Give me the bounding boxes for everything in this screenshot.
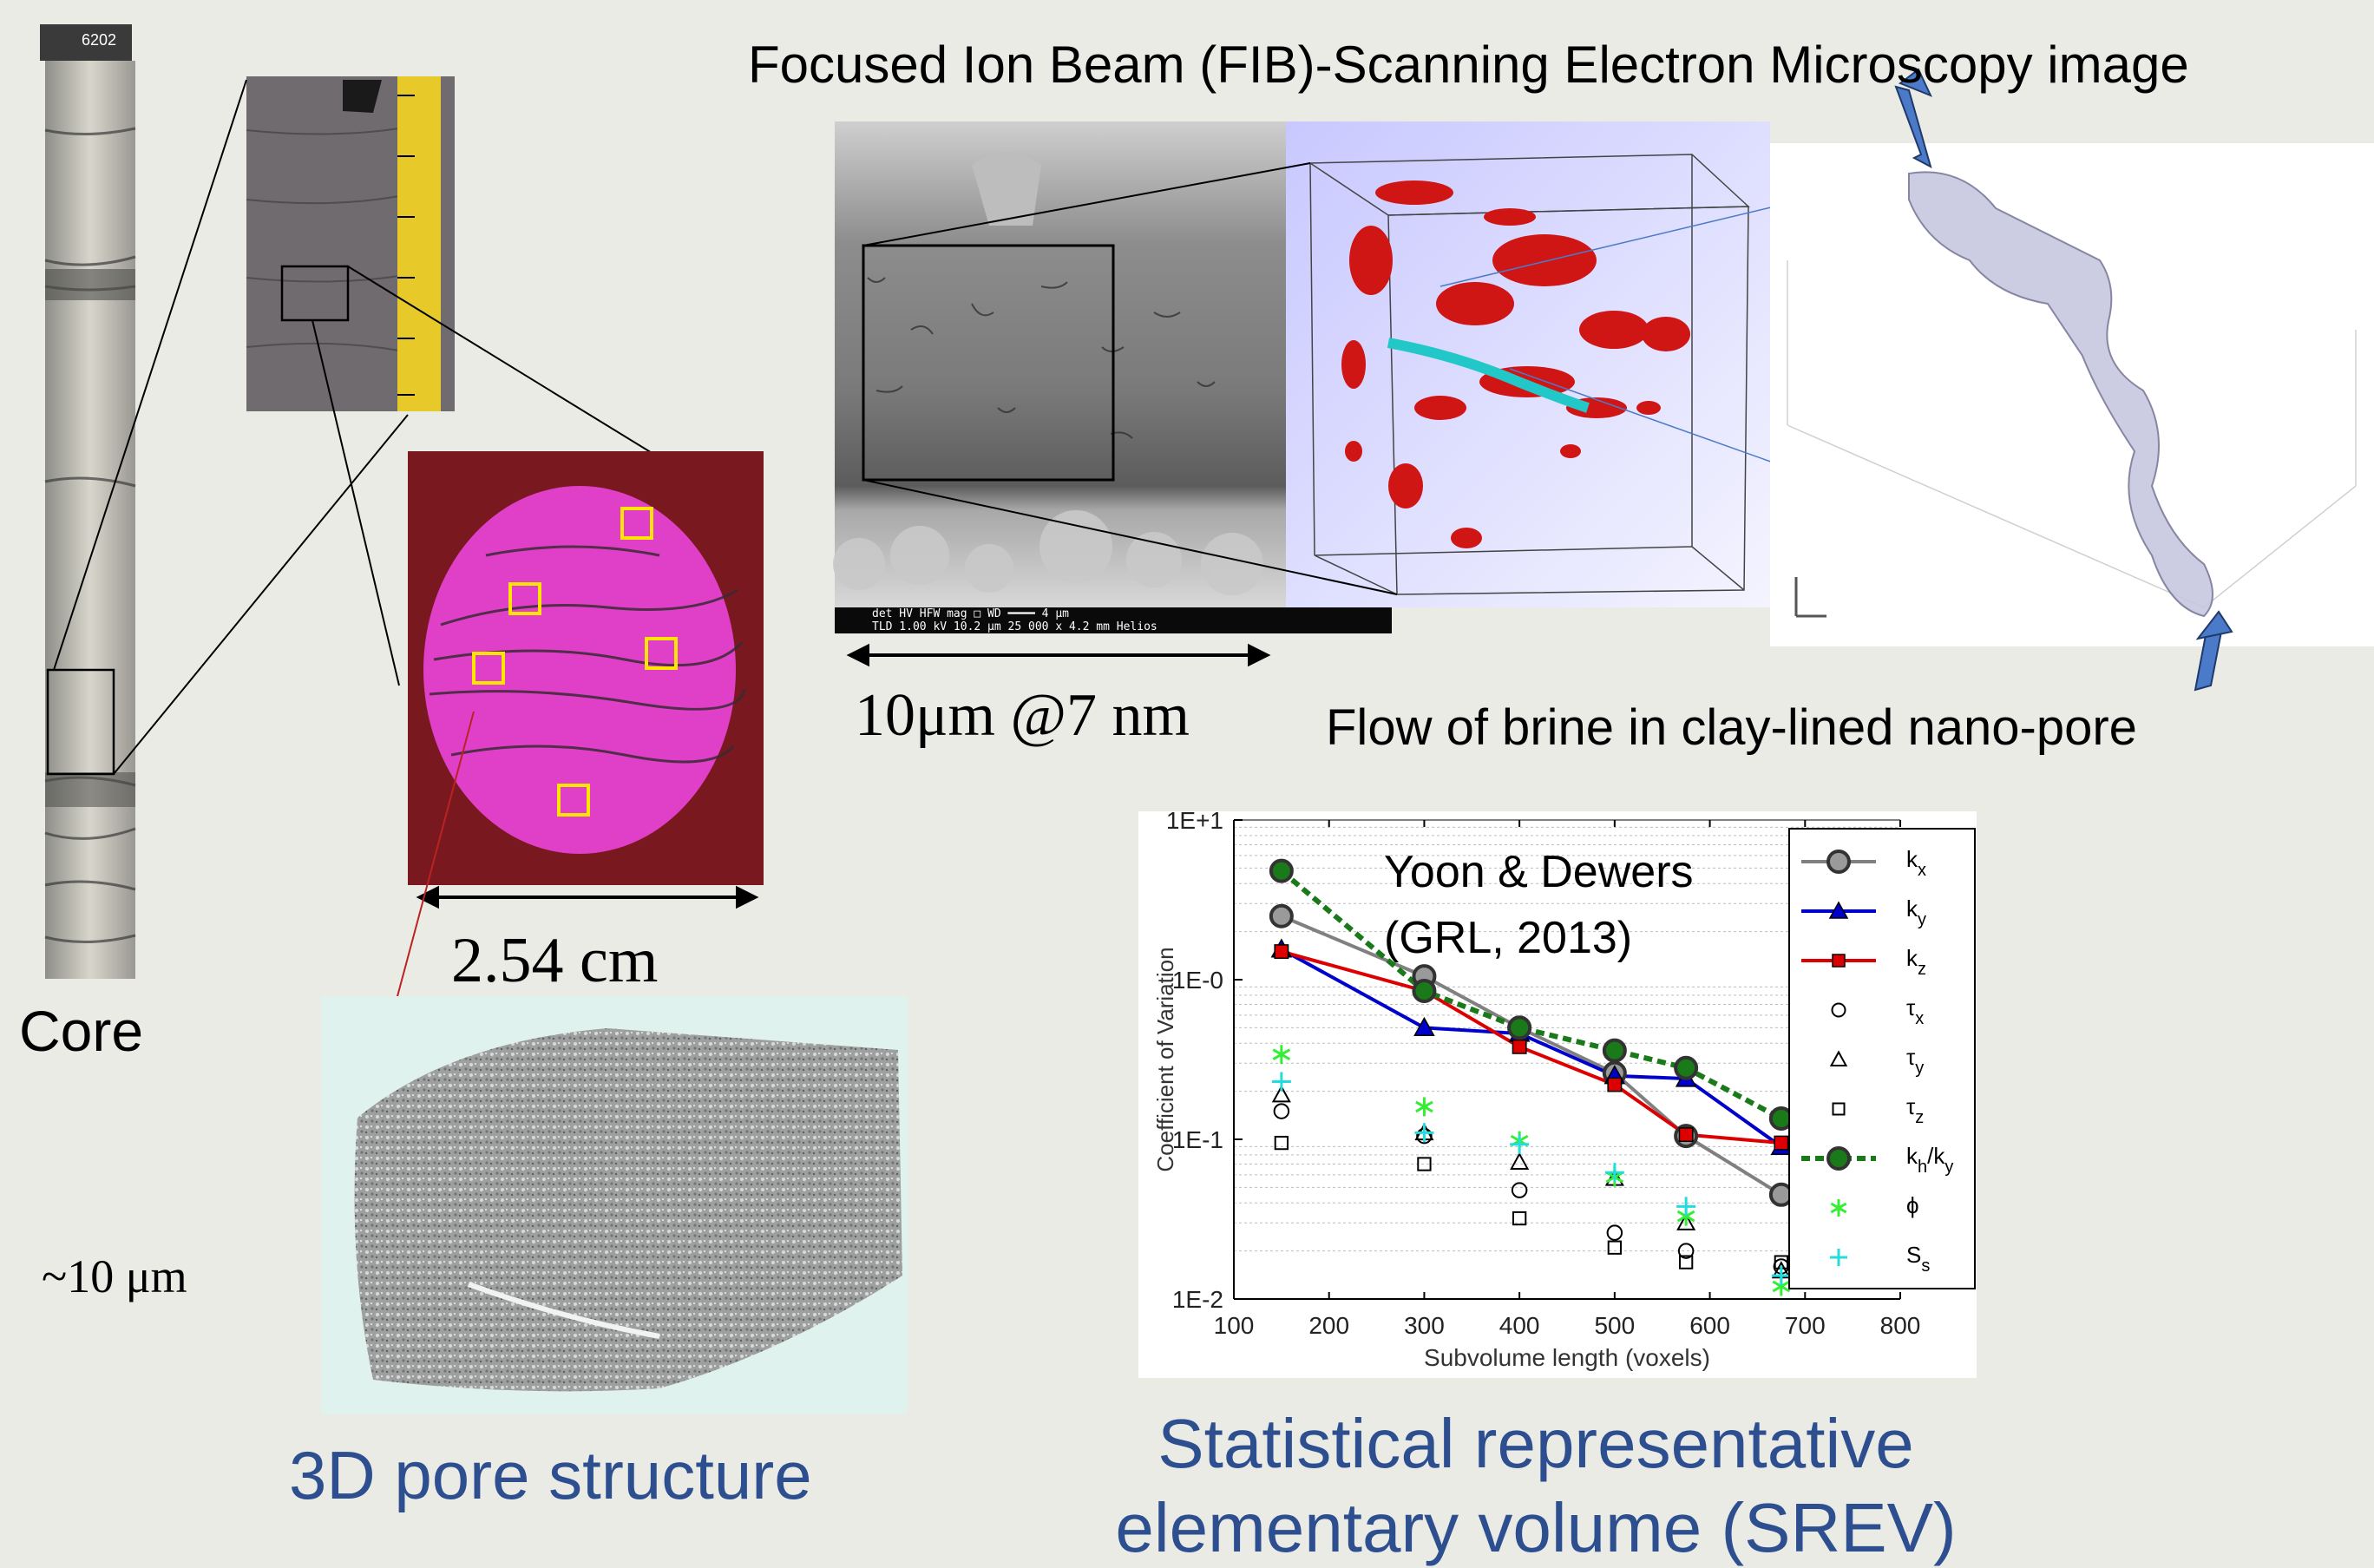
x-tick-label: 800 [1880,1312,1921,1339]
fib-title: Focused Ion Beam (FIB)-Scanning Electron… [748,36,2189,94]
chart-annotation-line1: Yoon & Dewers [1384,847,1694,897]
data-point [1417,1157,1432,1171]
pore-network-render [1286,121,1770,607]
pore-scale-label: ~10 μm [42,1250,187,1302]
plug-scale-label: 2.54 cm [451,925,659,996]
data-point [1774,1135,1789,1151]
callout-lines-fib [862,162,1398,595]
y-axis-label: Coefficient of Variation [1152,947,1178,1171]
srev-caption-line2: elementary volume (SREV) [1115,1489,1957,1566]
legend-marker [1826,850,1851,874]
data-point [1607,1077,1623,1092]
legend-marker [1829,1050,1848,1066]
data-point [1678,1255,1694,1269]
x-tick-label: 600 [1689,1312,1730,1339]
legend-box [1788,828,1976,1289]
pore-structure-image [321,996,908,1414]
sem-image [833,121,1392,633]
sem-info-bar-line2: TLD 1.00 kV 10.2 μm 25 000 x 4.2 mm Heli… [872,620,1157,633]
data-point [1269,858,1294,883]
chart-annotation-line2: (GRL, 2013) [1384,913,1632,963]
legend-marker [1828,901,1849,919]
data-point [1274,1135,1289,1151]
legend-marker [1832,954,1846,968]
data-point [1412,978,1437,1003]
fib-scale-arrow [846,643,1271,667]
legend-marker [1826,1146,1851,1171]
data-point [1512,1210,1527,1226]
data-point [1271,1085,1291,1103]
data-point [1512,1039,1527,1054]
series-line [1280,948,1783,1149]
data-point [1274,944,1289,960]
data-point [1413,1016,1435,1036]
data-point [1677,1243,1695,1259]
data-point [1507,1015,1532,1040]
y-tick-label: 1E+1 [1166,807,1223,834]
x-tick-label: 100 [1214,1312,1255,1339]
nanopore-render [1770,143,2374,646]
data-point [1511,1182,1528,1198]
top-pointer-arrow [1894,68,1932,168]
legend-label: τx [1906,994,1924,1028]
flow-caption: Flow of brine in clay-lined nano-pore [1326,699,2137,756]
legend-label: kx [1906,846,1926,880]
legend-label: ky [1906,896,1926,929]
x-tick-label: 700 [1785,1312,1826,1339]
data-point [1772,1280,1791,1293]
data-point [1676,1212,1696,1230]
y-tick-label: 1E-2 [1172,1286,1223,1313]
bottom-pointer-arrow [2194,610,2233,692]
y-tick-label: 1E-0 [1172,967,1223,994]
data-point [1602,1038,1627,1063]
x-tick-label: 400 [1499,1312,1540,1339]
data-point [1606,1224,1623,1241]
data-point [1607,1240,1623,1255]
pore-structure-caption: 3D pore structure [289,1437,812,1513]
x-tick-label: 200 [1308,1312,1349,1339]
core-label: Core [19,999,144,1063]
series-line [1279,869,1783,1121]
data-point [1272,1048,1291,1061]
data-point [1674,1055,1699,1080]
legend-marker [1831,1002,1846,1018]
data-point [1415,1100,1433,1113]
plug-scale-arrow [416,885,759,909]
legend-marker [1830,1202,1847,1214]
srev-caption-line1: Statistical representative [1157,1405,1914,1482]
x-tick-label: 300 [1404,1312,1445,1339]
plug-image [408,451,764,885]
legend-label: τz [1906,1093,1924,1127]
legend-marker [1832,1102,1846,1116]
data-point [1273,1103,1290,1119]
core-closeup-image [246,76,455,411]
series-line [1281,949,1782,1145]
sem-info-bar-line1: det HV HFW mag □ WD ━━━━ 4 μm [872,607,1069,620]
x-axis-label: Subvolume length (voxels) [1424,1344,1710,1371]
data-point [1510,1151,1530,1170]
series-line [1281,914,1782,1197]
core-tag: 6202 [82,31,117,49]
x-tick-label: 500 [1594,1312,1635,1339]
legend-label: Ss [1906,1242,1930,1276]
core-image [40,24,136,979]
y-tick-label: 1E-1 [1172,1126,1223,1153]
data-point [1678,1127,1694,1143]
legend-label: τy [1906,1044,1924,1078]
legend-label: kz [1906,945,1926,979]
legend-label: kh/ky [1906,1143,1953,1177]
data-point [1676,1210,1695,1223]
legend-label: ϕ [1906,1192,1919,1218]
fib-scale-label: 10μm @7 nm [855,682,1190,749]
data-point [1269,903,1294,928]
srev-chart: 100 200 300 400 500 600 700 800 1E-2 1E-1 1E-0 1E+1… [1152,807,1976,1371]
